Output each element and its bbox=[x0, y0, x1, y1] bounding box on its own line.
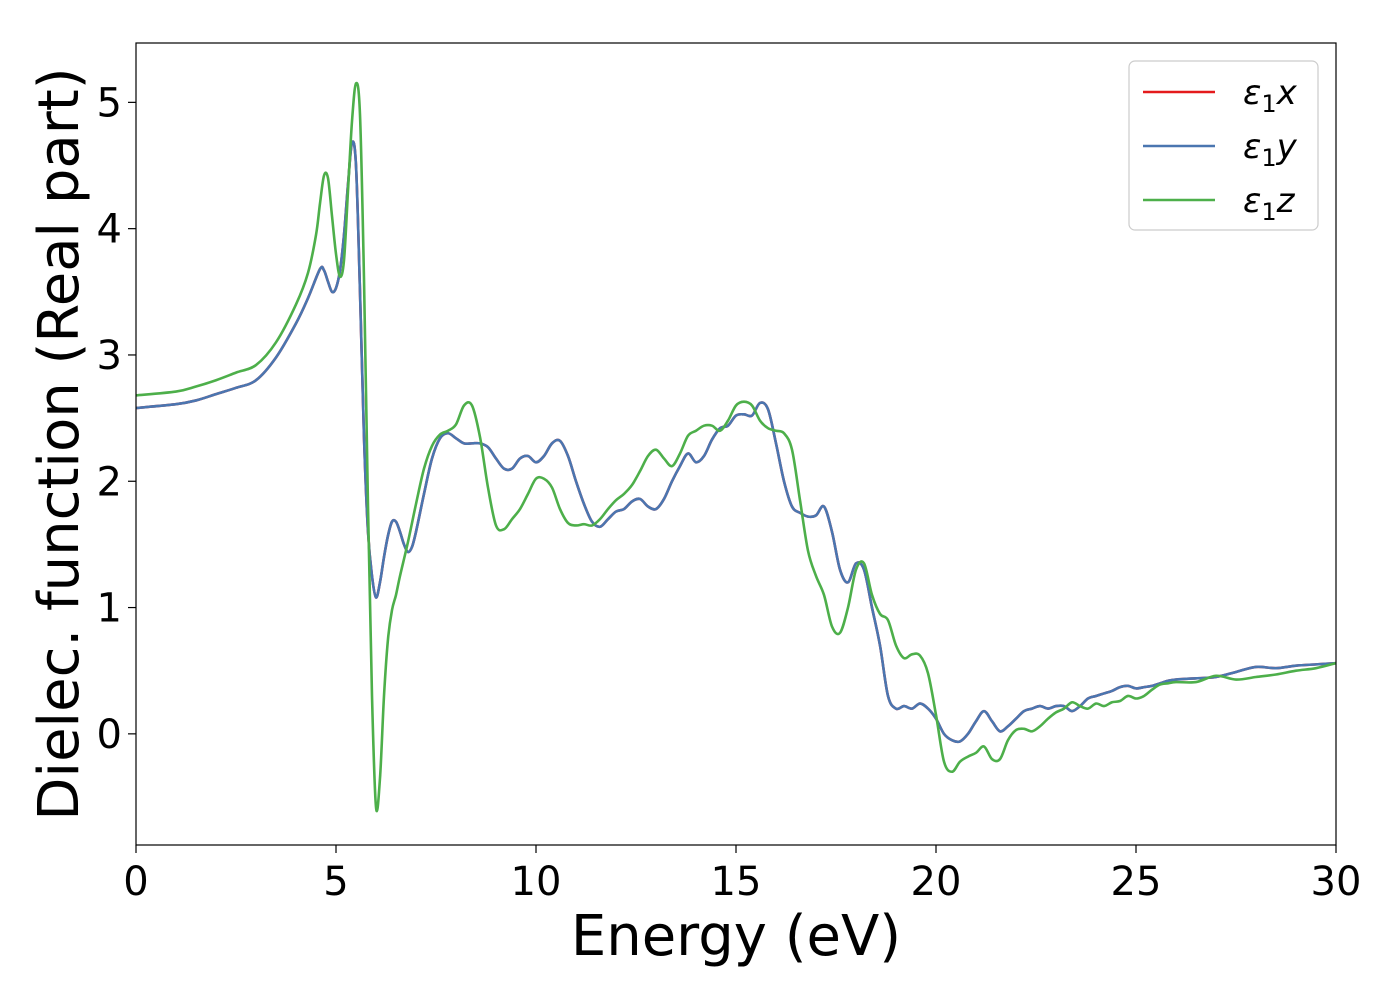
x-tick-label: 25 bbox=[1111, 859, 1162, 905]
x-tick-label: 15 bbox=[711, 859, 762, 905]
x-axis: 0 5 10 15 20 25 30 bbox=[123, 845, 1361, 905]
y-tick-label: 2 bbox=[97, 459, 122, 505]
x-tick-label: 20 bbox=[911, 859, 962, 905]
series-layer bbox=[136, 81, 1336, 813]
y-tick-label: 3 bbox=[97, 333, 122, 379]
y-tick-label: 5 bbox=[97, 80, 122, 126]
series-line-z bbox=[136, 81, 1336, 813]
x-axis-title: Energy (eV) bbox=[571, 904, 901, 969]
y-tick-label: 4 bbox=[97, 207, 122, 253]
y-tick-label: 0 bbox=[97, 712, 122, 758]
series-line-y bbox=[136, 140, 1336, 744]
x-tick-label: 30 bbox=[1311, 859, 1362, 905]
legend-label-y: ε1y bbox=[1243, 127, 1298, 172]
x-tick-label: 0 bbox=[123, 859, 148, 905]
y-axis: 0 1 2 3 4 5 bbox=[97, 80, 136, 758]
legend-label-x: ε1x bbox=[1243, 73, 1298, 118]
legend: ε1x ε1y ε1z bbox=[1128, 60, 1319, 231]
y-axis-title: Dielec. function (Real part) bbox=[27, 67, 92, 820]
x-tick-label: 5 bbox=[323, 859, 348, 905]
x-tick-label: 10 bbox=[511, 859, 562, 905]
legend-box bbox=[1128, 60, 1319, 231]
y-tick-label: 1 bbox=[97, 586, 122, 632]
legend-label-z: ε1z bbox=[1243, 181, 1296, 226]
